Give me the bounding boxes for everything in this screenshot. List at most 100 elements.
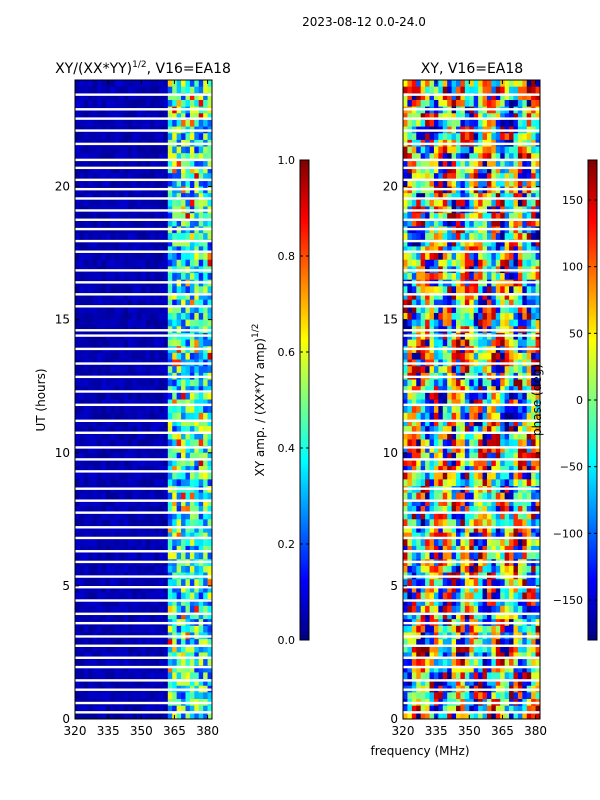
heatmap-cell bbox=[482, 352, 488, 360]
heatmap-cell bbox=[145, 499, 151, 507]
heatmap-cell bbox=[176, 219, 182, 227]
heatmap-cell bbox=[207, 366, 213, 374]
heatmap-cell bbox=[469, 80, 475, 88]
heatmap-cell bbox=[194, 339, 200, 347]
heatmap-cell bbox=[83, 426, 89, 434]
heatmap-cell bbox=[114, 99, 120, 108]
heatmap-cell bbox=[185, 239, 191, 247]
heatmap-cell bbox=[154, 539, 160, 547]
heatmap-cell bbox=[194, 652, 200, 660]
heatmap-cell bbox=[491, 153, 497, 161]
heatmap-cell bbox=[181, 173, 186, 181]
heatmap-cell bbox=[172, 446, 178, 454]
heatmap-cell bbox=[150, 119, 155, 127]
heatmap-cell bbox=[101, 539, 107, 547]
heatmap-cell bbox=[478, 273, 483, 281]
heatmap-cell bbox=[158, 499, 164, 507]
heatmap-cell bbox=[172, 532, 178, 540]
heatmap-cell bbox=[150, 339, 155, 347]
heatmap-cell bbox=[132, 213, 138, 221]
heatmap-cell bbox=[105, 179, 111, 187]
heatmap-cell bbox=[114, 159, 120, 167]
heatmap-cell bbox=[83, 293, 89, 301]
heatmap-cell bbox=[482, 133, 488, 141]
heatmap-cell bbox=[128, 392, 133, 400]
heatmap-cell bbox=[522, 86, 528, 94]
heatmap-cell bbox=[172, 665, 178, 673]
heatmap-cell bbox=[114, 386, 120, 394]
heatmap-cell bbox=[181, 579, 186, 587]
heatmap-cell bbox=[123, 386, 129, 394]
heatmap-cell bbox=[83, 539, 89, 547]
heatmap-cell bbox=[189, 459, 195, 467]
heatmap-cell bbox=[83, 286, 89, 294]
heatmap-cell bbox=[150, 552, 155, 560]
heatmap-cell bbox=[176, 472, 182, 480]
heatmap-cell bbox=[110, 306, 116, 314]
heatmap-cell bbox=[473, 319, 479, 327]
heatmap-cell bbox=[154, 386, 160, 394]
heatmap-cell bbox=[132, 525, 138, 534]
heatmap-cell bbox=[189, 506, 195, 514]
heatmap-cell bbox=[128, 599, 133, 607]
heatmap-cell bbox=[504, 299, 510, 307]
heatmap-cell bbox=[128, 605, 133, 613]
heatmap-cell bbox=[176, 545, 182, 553]
heatmap-cell bbox=[464, 199, 470, 207]
heatmap-cell bbox=[141, 299, 147, 307]
heatmap-cell bbox=[75, 286, 80, 294]
heatmap-cell bbox=[75, 539, 80, 547]
heatmap-cell bbox=[460, 93, 466, 101]
heatmap-cell bbox=[535, 432, 541, 440]
heatmap-cell bbox=[167, 166, 173, 174]
heatmap-cell bbox=[158, 665, 164, 673]
heatmap-cell bbox=[79, 399, 85, 407]
heatmap-cell bbox=[105, 419, 111, 427]
heatmap-cell bbox=[114, 219, 120, 227]
heatmap-cell bbox=[504, 412, 510, 420]
heatmap-cell bbox=[504, 306, 510, 314]
heatmap-cell bbox=[478, 259, 483, 267]
heatmap-cell bbox=[92, 199, 98, 207]
heatmap-cell bbox=[132, 286, 138, 294]
heatmap-cell bbox=[504, 459, 510, 467]
heatmap-cell bbox=[469, 253, 475, 261]
heatmap-cell bbox=[167, 712, 173, 720]
heatmap-cell bbox=[110, 86, 116, 94]
heatmap-cell bbox=[500, 173, 506, 181]
heatmap-cell bbox=[500, 426, 506, 434]
heatmap-cell bbox=[207, 499, 213, 507]
heatmap-cell bbox=[513, 386, 519, 394]
y-tick-label: 0 bbox=[62, 712, 70, 726]
heatmap-cell bbox=[154, 525, 160, 534]
heatmap-cell bbox=[198, 705, 204, 713]
heatmap-cell bbox=[438, 479, 444, 487]
heatmap-cell bbox=[531, 319, 536, 327]
heatmap-cell bbox=[181, 539, 186, 547]
heatmap-cell bbox=[522, 412, 528, 420]
heatmap-cell bbox=[185, 213, 191, 221]
heatmap-cell bbox=[535, 406, 541, 414]
heatmap-cell bbox=[119, 306, 125, 314]
heatmap-cell bbox=[526, 199, 532, 207]
heatmap-cell bbox=[181, 259, 186, 267]
heatmap-cell bbox=[119, 552, 125, 560]
heatmap-cell bbox=[97, 579, 102, 587]
y-tick-label: 15 bbox=[55, 313, 70, 327]
heatmap-cell bbox=[75, 665, 80, 673]
heatmap-cell bbox=[509, 146, 514, 154]
heatmap-cell bbox=[504, 319, 510, 327]
heatmap-cell bbox=[79, 459, 85, 467]
heatmap-cell bbox=[158, 293, 164, 301]
heatmap-cell bbox=[442, 273, 448, 281]
heatmap-cell bbox=[150, 459, 155, 467]
heatmap-cell bbox=[486, 472, 492, 480]
heatmap-cell bbox=[145, 665, 151, 673]
heatmap-cell bbox=[158, 492, 164, 500]
heatmap-cell bbox=[92, 512, 98, 520]
heatmap-cell bbox=[92, 392, 98, 400]
heatmap-cell bbox=[158, 565, 164, 573]
heatmap-cell bbox=[181, 199, 186, 207]
heatmap-cell bbox=[105, 492, 111, 500]
heatmap-cell bbox=[473, 306, 479, 314]
